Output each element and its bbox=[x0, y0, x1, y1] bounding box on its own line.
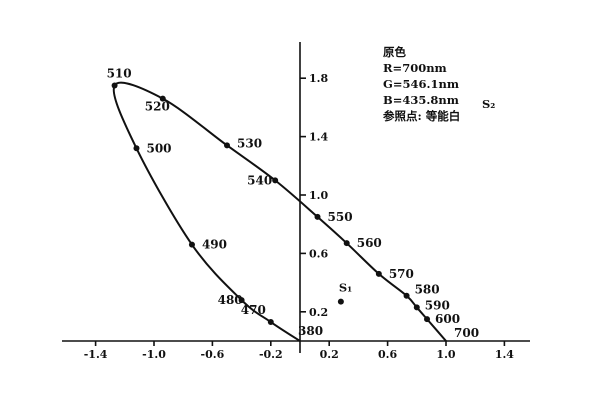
wavelength-label: 600 bbox=[435, 312, 460, 326]
locus-point bbox=[424, 316, 431, 323]
wavelength-label: 580 bbox=[415, 283, 440, 297]
locus-point bbox=[413, 304, 420, 311]
locus-point bbox=[343, 240, 350, 247]
locus-point bbox=[111, 82, 118, 89]
x-tick-label: 0.6 bbox=[378, 348, 397, 361]
x-tick-label: -0.6 bbox=[201, 348, 225, 361]
wavelength-label: 590 bbox=[425, 298, 450, 312]
wavelength-label: 560 bbox=[357, 236, 382, 250]
y-tick-label: 1.4 bbox=[309, 131, 328, 144]
wavelength-label: 700 bbox=[454, 326, 479, 340]
locus-point bbox=[375, 270, 382, 277]
wavelength-label: 570 bbox=[389, 267, 414, 281]
x-tick-label: -1.4 bbox=[84, 348, 108, 361]
s1-label: S₁ bbox=[339, 281, 352, 295]
y-tick-label: 0.2 bbox=[309, 306, 328, 319]
annotation-line: 原色 bbox=[383, 45, 406, 59]
tick-marks: -1.4 -1.0 -0.6 -0.2 0.2 0.6 1.0 1.4 0.2 0.6 1.0 1.4… bbox=[84, 72, 515, 361]
wavelength-label: 480 bbox=[218, 293, 243, 307]
annotation-line: R=700nm bbox=[383, 61, 447, 75]
locus-point bbox=[272, 177, 279, 184]
x-tick-label: 1.4 bbox=[495, 348, 514, 361]
points-layer bbox=[111, 82, 431, 326]
x-tick-label: 0.2 bbox=[320, 348, 339, 361]
wavelength-label: 550 bbox=[328, 210, 353, 224]
locus-point bbox=[238, 297, 245, 304]
wavelength-label: 470 bbox=[241, 303, 266, 317]
locus-point bbox=[267, 319, 274, 326]
y-tick-label: 0.6 bbox=[309, 247, 328, 260]
locus-point bbox=[403, 292, 410, 299]
spectral-locus-layer bbox=[112, 81, 447, 342]
annotation-line: B=435.8nm bbox=[383, 93, 459, 107]
spectral-locus-curve bbox=[112, 81, 447, 342]
x-tick-label: -1.0 bbox=[142, 348, 166, 361]
locus-point bbox=[314, 213, 321, 220]
annotation-line: G=546.1nm bbox=[383, 77, 459, 91]
locus-point bbox=[159, 95, 166, 102]
x-tick-label: 1.0 bbox=[436, 348, 455, 361]
locus-point bbox=[224, 142, 230, 149]
x-tick-label: -0.2 bbox=[259, 348, 283, 361]
locus-point bbox=[133, 145, 140, 152]
locus-point bbox=[188, 241, 195, 248]
wavelength-label: 520 bbox=[145, 100, 170, 114]
y-tick-label: 1.0 bbox=[309, 189, 328, 202]
wavelength-label: 490 bbox=[202, 238, 227, 252]
s2-label: S₂ bbox=[482, 97, 495, 111]
wavelength-label: 500 bbox=[146, 141, 171, 155]
wavelength-label: 510 bbox=[107, 67, 132, 81]
wavelength-label: 380 bbox=[298, 324, 323, 338]
primaries-annotation: 原色 R=700nm G=546.1nm B=435.8nm 参照点: 等能白 bbox=[382, 45, 460, 123]
y-tick-label: 1.8 bbox=[309, 72, 328, 85]
annotation-line: 参照点: 等能白 bbox=[382, 109, 460, 123]
wavelength-label: 540 bbox=[247, 173, 272, 187]
axes bbox=[62, 42, 530, 353]
wavelength-label: 530 bbox=[237, 136, 262, 150]
s1-point bbox=[337, 298, 344, 305]
